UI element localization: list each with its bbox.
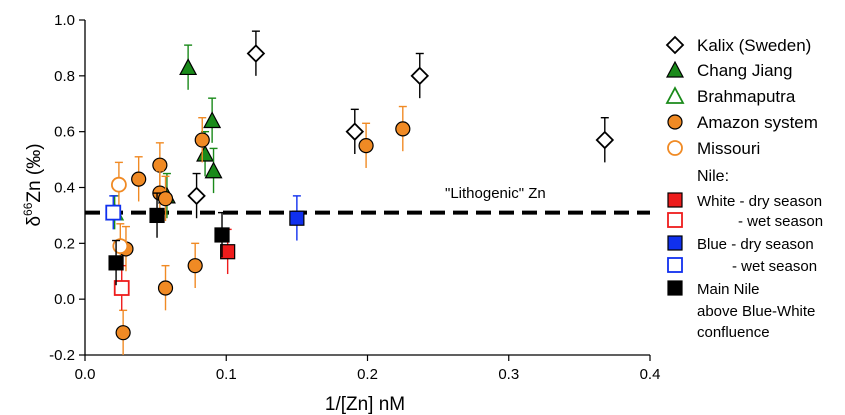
y-tick-label: -0.2: [49, 347, 75, 364]
legend-label: confluence: [697, 324, 770, 341]
x-tick-label: 0.3: [498, 366, 519, 383]
series-nile-blue-dry-season: [289, 195, 305, 241]
y-tick-label: 0.4: [54, 180, 75, 197]
data-point: [204, 161, 223, 179]
x-axis-label: 1/[Zn] nM: [325, 394, 405, 415]
legend-item-blue-dry-season: Blue - dry season: [667, 235, 814, 253]
data-point: [194, 132, 210, 148]
legend-item-kalix-sweden: Kalix (Sweden): [665, 35, 811, 55]
y-tick-label: 0.8: [54, 68, 75, 85]
legend-marker-square-filled-icon: [667, 280, 683, 296]
legend-item-nile: Nile:: [697, 168, 729, 185]
legend-item-brahmaputra: Brahmaputra: [665, 86, 796, 106]
series-nile-blue-wet-season: [105, 195, 122, 230]
legend-label: Missouri: [697, 139, 760, 158]
data-points-group: [105, 30, 615, 355]
x-tick-label: 0.1: [216, 366, 237, 383]
legend-marker-circle-filled-icon: [667, 114, 683, 130]
x-tick-label: 0.0: [75, 366, 96, 383]
legend: Kalix (Sweden) Chang Jiang Brahmaputra Amaz…: [665, 35, 823, 341]
data-point: [179, 58, 198, 76]
legend-label: Chang Jiang: [697, 61, 792, 80]
legend-item-missouri: Missouri: [667, 139, 760, 158]
data-point: [203, 111, 222, 129]
data-point: [157, 191, 174, 207]
legend-item-wet-season: - wet season: [667, 212, 823, 230]
y-tick-label: 1.0: [54, 12, 75, 29]
y-tick-label: 0.0: [54, 291, 75, 308]
legend-label: - wet season: [738, 213, 823, 230]
x-tick-label: 0.4: [640, 366, 661, 383]
data-point: [358, 138, 374, 154]
legend-label: above Blue-White: [697, 303, 815, 320]
legend-label: Blue - dry season: [697, 236, 814, 253]
legend-item-confluence: confluence: [697, 324, 770, 341]
legend-label: Amazon system: [697, 113, 818, 132]
data-point: [187, 258, 203, 274]
data-point: [157, 280, 174, 296]
data-point: [108, 255, 124, 271]
legend-item-wet-season: - wet season: [667, 257, 817, 275]
data-point: [105, 204, 122, 221]
legend-item-amazon-system: Amazon system: [667, 113, 818, 132]
series-kalix-sweden: [187, 30, 615, 219]
legend-marker-circle-open-icon: [667, 140, 683, 156]
legend-item-main-nile: Main Nile: [667, 280, 760, 298]
legend-marker-diamond-open-icon: [665, 35, 685, 55]
data-point: [111, 176, 127, 193]
legend-label: Kalix (Sweden): [697, 36, 811, 55]
data-point: [187, 186, 206, 206]
data-point: [149, 207, 165, 224]
y-axis-label-suffix: Zn (‰): [24, 143, 45, 202]
y-tick-label: 0.2: [54, 235, 75, 252]
legend-label: White - dry season: [697, 193, 822, 210]
legend-marker-square-filled-icon: [667, 192, 683, 208]
data-point: [595, 130, 615, 150]
data-point: [112, 238, 129, 255]
legend-marker-square-filled-icon: [667, 235, 683, 251]
y-axis-label-prefix: δ: [24, 216, 45, 227]
data-point: [115, 325, 131, 341]
axis-lines: [84, 20, 650, 356]
legend-marker-square-open-icon: [667, 212, 683, 228]
x-tick-label: 0.2: [357, 366, 378, 383]
data-point: [395, 121, 411, 137]
data-point: [289, 210, 305, 226]
data-point: [410, 66, 430, 86]
data-point: [113, 280, 130, 296]
series-amazon-system: [115, 105, 411, 355]
y-axis-label: δ66Zn (‰): [21, 143, 45, 226]
data-point: [220, 244, 236, 260]
y-tick-label: 0.6: [54, 124, 75, 141]
data-point: [196, 144, 215, 162]
legend-label: Main Nile: [697, 281, 760, 298]
data-point: [214, 227, 230, 243]
series-missouri: [111, 161, 129, 269]
legend-item-white-dry-season: White - dry season: [667, 192, 822, 210]
lithogenic-zn-label: "Lithogenic" Zn: [445, 185, 546, 202]
legend-marker-square-open-icon: [667, 257, 683, 273]
legend-item-chang-jiang: Chang Jiang: [666, 60, 792, 80]
axes-group: 0.0 0.1 0.2 0.3 0.4-0.20.00.20.40.60.81.0: [49, 12, 660, 383]
data-point: [131, 171, 147, 187]
data-point: [345, 122, 365, 141]
data-point: [246, 44, 266, 63]
legend-item-above-blue-white: above Blue-White: [697, 303, 815, 320]
legend-label: - wet season: [732, 258, 817, 275]
legend-label: Nile:: [697, 168, 729, 185]
legend-marker-triangle-open-icon: [665, 86, 685, 104]
legend-label: Brahmaputra: [697, 87, 796, 106]
series-nile-white-wet-season: [113, 264, 130, 311]
legend-marker-triangle-filled-icon: [666, 60, 684, 78]
y-axis-label-superscript: 66: [21, 202, 35, 216]
series-main-nile-above-blue-white-confluence: [108, 192, 230, 286]
